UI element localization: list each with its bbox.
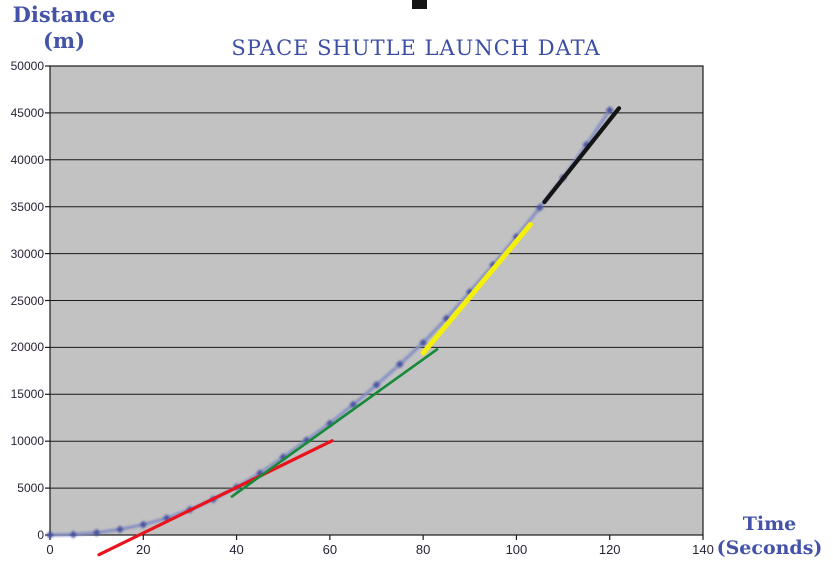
y-tick-label: 50000 (10, 59, 44, 73)
series-tangent-red (97, 439, 334, 557)
data-point-marker (115, 525, 124, 534)
y-tick-label: 15000 (10, 387, 44, 402)
y-tick-label: 5000 (17, 481, 44, 496)
x-tick-label: 100 (505, 542, 528, 557)
y-axis-title-line2: (m) (42, 28, 86, 53)
x-tick-label: 80 (415, 542, 431, 557)
series-tangent-green (230, 347, 439, 498)
x-tick-label: 120 (598, 542, 621, 557)
data-point-marker (605, 106, 614, 115)
x-tick-label: 140 (692, 542, 714, 557)
data-point-marker (535, 203, 544, 212)
y-axis-title: Distance (m) (8, 2, 120, 54)
data-point-marker (139, 520, 148, 529)
series-shuttle-distance (46, 106, 614, 539)
y-tick-label: 0 (37, 528, 44, 542)
x-tick-label: 0 (46, 542, 54, 557)
y-tick-label: 45000 (10, 105, 44, 120)
x-axis-title-line1: Time (742, 513, 797, 535)
cropped-image-artifact (412, 0, 427, 9)
data-point-marker (372, 380, 381, 389)
x-axis-title: Time (Seconds) (706, 512, 833, 560)
x-tick-label: 40 (229, 542, 244, 557)
data-point-marker (395, 360, 404, 369)
data-point-marker (92, 528, 101, 537)
x-tick-label: 20 (136, 542, 151, 557)
x-tick-label: 60 (322, 542, 338, 557)
y-tick-label: 40000 (10, 152, 44, 167)
series-tangent-yellow (420, 222, 533, 356)
plot-border (49, 65, 704, 536)
y-tick-label: 10000 (10, 434, 44, 449)
chart-title: SPACE SHUTLE LAUNCH DATA (231, 36, 601, 60)
series-tangent-black (542, 106, 622, 205)
data-point-marker (46, 531, 54, 539)
data-point-marker (69, 530, 78, 539)
y-axis-title-line1: Distance (12, 2, 116, 27)
y-tick-label: 20000 (10, 340, 44, 355)
x-axis-title-line2: (Seconds) (716, 537, 823, 559)
y-tick-label: 35000 (10, 199, 44, 214)
data-point-marker (419, 338, 428, 347)
y-tick-label: 30000 (10, 246, 44, 261)
y-tick-label: 25000 (10, 293, 44, 308)
